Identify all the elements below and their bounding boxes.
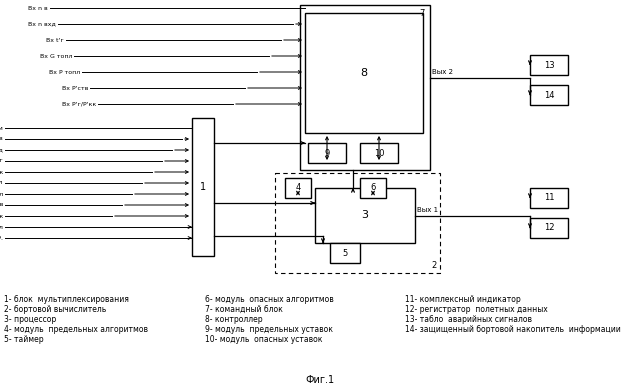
Bar: [285, 178, 311, 198]
Text: 3: 3: [362, 211, 369, 220]
Text: 6: 6: [371, 184, 376, 192]
Text: 7: 7: [420, 9, 425, 18]
Text: 4: 4: [296, 184, 301, 192]
Text: Вх t'г: Вх t'г: [46, 38, 64, 43]
Text: 13- табло  аварийных сигналов: 13- табло аварийных сигналов: [405, 315, 532, 324]
Text: Фиг.1: Фиг.1: [305, 375, 335, 385]
Text: 13: 13: [544, 61, 554, 69]
Text: Вх n вхд: Вх n вхд: [28, 21, 56, 26]
Text: 10- модуль  опасных уставок: 10- модуль опасных уставок: [205, 335, 323, 344]
Bar: [300, 5, 430, 170]
Text: 9- модуль  предельных уставок: 9- модуль предельных уставок: [205, 325, 333, 334]
Bar: [360, 178, 386, 198]
Text: Вх t'к: Вх t'к: [0, 170, 3, 175]
Text: 14: 14: [544, 90, 554, 99]
Bar: [192, 118, 214, 256]
Text: 2: 2: [432, 261, 437, 270]
Text: 12- регистратор  полетных данных: 12- регистратор полетных данных: [405, 305, 548, 314]
Text: 8- контроллер: 8- контроллер: [205, 315, 262, 324]
Text: 1- блок  мультиплексирования: 1- блок мультиплексирования: [4, 295, 129, 304]
Text: 9: 9: [324, 149, 330, 158]
Text: Вх G топл: Вх G топл: [40, 54, 72, 59]
Bar: [530, 55, 568, 75]
Text: Вх С.Р.: Вх С.Р.: [0, 236, 3, 241]
Text: 3- процессор: 3- процессор: [4, 315, 56, 324]
Text: 14- защищенный бортовой накопитель  информации: 14- защищенный бортовой накопитель инфор…: [405, 325, 621, 334]
Text: 5- таймер: 5- таймер: [4, 335, 44, 344]
Text: 4- модуль  предельных алгоритмов: 4- модуль предельных алгоритмов: [4, 325, 148, 334]
Text: 11: 11: [544, 194, 554, 203]
Bar: [275, 173, 440, 273]
Text: 12: 12: [544, 223, 554, 232]
Text: 6- модуль  опасных алгоритмов: 6- модуль опасных алгоритмов: [205, 295, 333, 304]
Text: Вх Q м: Вх Q м: [0, 125, 3, 130]
Text: 10: 10: [374, 149, 384, 158]
Bar: [308, 143, 346, 163]
Text: Вх G топл: Вх G топл: [0, 180, 3, 185]
Text: Вх P'г/P'кк: Вх P'г/P'кк: [61, 102, 96, 106]
Bar: [530, 188, 568, 208]
Text: 7- командный блок: 7- командный блок: [205, 305, 283, 314]
Text: Вх P'ств: Вх P'ств: [0, 203, 3, 208]
Bar: [360, 143, 398, 163]
Text: 11- комплексный индикатор: 11- комплексный индикатор: [405, 295, 521, 304]
Text: 5: 5: [342, 248, 348, 258]
Bar: [530, 85, 568, 105]
Bar: [530, 218, 568, 238]
Text: Вх n в: Вх n в: [28, 5, 48, 10]
Text: Вых 1: Вых 1: [417, 208, 438, 213]
Text: Вх P'ств: Вх P'ств: [61, 85, 88, 90]
Bar: [330, 243, 360, 263]
Text: Вх P'г/P'кк: Вх P'г/P'кк: [0, 213, 3, 218]
Text: Вх α рул: Вх α рул: [0, 225, 3, 229]
Text: Вх n в: Вх n в: [0, 137, 3, 142]
Text: Вх P топл: Вх P топл: [49, 69, 80, 74]
Text: 8: 8: [360, 68, 367, 78]
Bar: [305, 13, 423, 133]
Text: Вх nвхд: Вх nвхд: [0, 147, 3, 152]
Text: 1: 1: [200, 182, 206, 192]
Text: Вх t'г: Вх t'г: [0, 159, 3, 163]
Text: Вых 2: Вых 2: [432, 69, 453, 76]
Bar: [315, 188, 415, 243]
Text: 2- бортовой вычислитель: 2- бортовой вычислитель: [4, 305, 106, 314]
Text: Вх Pтопл: Вх Pтопл: [0, 192, 3, 196]
